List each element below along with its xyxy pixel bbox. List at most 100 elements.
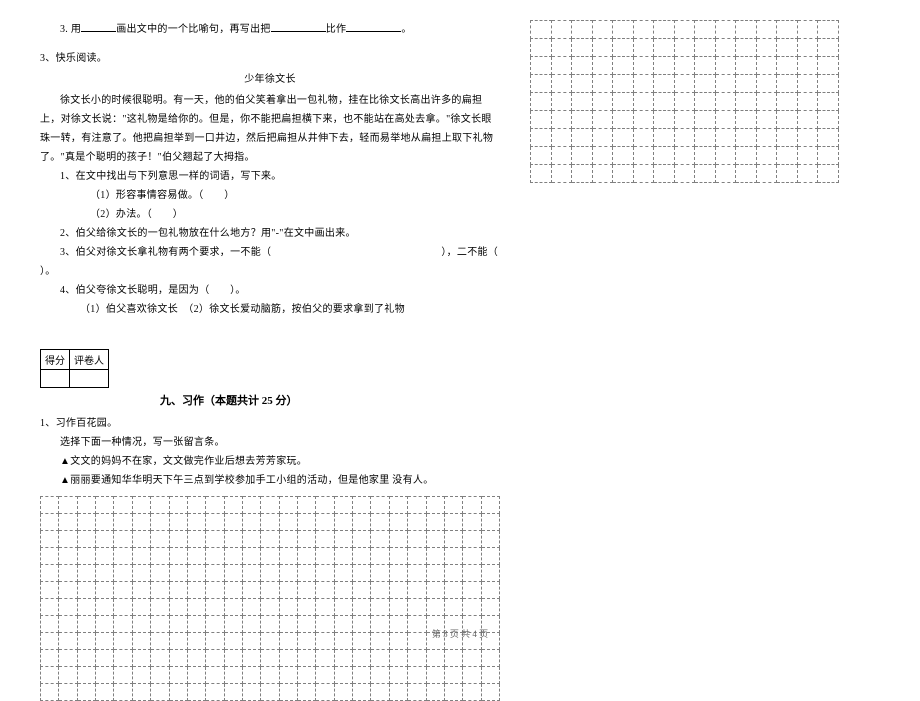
grid-cell [151,514,169,531]
grid-cell [797,111,818,129]
grid-cell [114,650,132,667]
grid-cell [169,565,187,582]
grid-cell [426,599,444,616]
grid-cell [408,531,426,548]
grid-cell [695,129,716,147]
grid-cell [206,565,224,582]
grid-cell [96,548,114,565]
grid-cell [715,147,736,165]
grid-cell [674,39,695,57]
grid-cell [371,650,389,667]
grid-cell [633,39,654,57]
grid-cell [592,39,613,57]
grid-cell [633,93,654,111]
grid-cell [261,548,279,565]
grid-cell [408,565,426,582]
grid-cell [169,650,187,667]
grid-cell [206,514,224,531]
grid-cell [96,565,114,582]
grid-cell [408,684,426,701]
grid-cell [674,57,695,75]
grid-cell [371,667,389,684]
comp-l1: 1、习作百花园。 [40,414,500,433]
grid-cell [169,497,187,514]
grid-cell [224,599,242,616]
grid-cell [756,165,777,183]
grid-cell [114,582,132,599]
grid-cell [77,514,95,531]
grid-cell [224,667,242,684]
story-s3c: ）。 [40,262,500,281]
grid-cell [187,565,205,582]
grid-cell [242,599,260,616]
grid-cell [77,582,95,599]
grid-cell [463,565,481,582]
grid-cell [695,147,716,165]
grid-cell [298,497,316,514]
grid-cell [242,497,260,514]
grid-cell [756,93,777,111]
grid-cell [797,57,818,75]
grid-cell [674,93,695,111]
grid-cell [132,582,150,599]
grid-cell [242,531,260,548]
grid-cell [818,165,839,183]
q3-sub3-mid1: 画出文中的一个比喻句，再写出把 [116,24,271,35]
grid-cell [389,565,407,582]
grid-cell [59,599,77,616]
grid-cell [77,684,95,701]
score-label-1: 得分 [41,350,70,370]
grid-cell [389,548,407,565]
grid-cell [756,21,777,39]
story-s1-2: （2）办法。（ ） [40,205,500,224]
grid-cell [572,75,593,93]
grid-cell [132,514,150,531]
grid-cell [298,548,316,565]
grid-cell [408,582,426,599]
grid-cell [206,497,224,514]
grid-cell [531,39,552,57]
grid-cell [242,667,260,684]
grid-cell [261,599,279,616]
grid-cell [426,582,444,599]
story-s3b: ），二不能（ [441,247,498,258]
right-column [530,20,840,701]
grid-cell [654,165,675,183]
grid-cell [531,75,552,93]
grid-cell [41,548,59,565]
grid-cell [444,548,462,565]
grid-cell [777,165,798,183]
grid-cell [654,129,675,147]
grid-cell [298,599,316,616]
grid-cell [151,684,169,701]
grid-cell [96,667,114,684]
writing-grid-right [530,20,840,183]
grid-cell [96,514,114,531]
grid-cell [224,514,242,531]
grid-cell [797,129,818,147]
grid-cell [756,39,777,57]
grid-cell [592,75,613,93]
grid-cell [114,548,132,565]
grid-cell [481,599,499,616]
grid-cell [654,39,675,57]
grid-cell [797,21,818,39]
grid-cell [736,165,757,183]
q3-sub3-end: 。 [401,24,411,35]
grid-cell [426,497,444,514]
grid-cell [353,565,371,582]
grid-cell [298,684,316,701]
grid-cell [613,21,634,39]
grid-cell [654,111,675,129]
grid-cell [187,599,205,616]
grid-cell [389,582,407,599]
grid-cell [242,684,260,701]
grid-cell [777,111,798,129]
grid-cell [818,111,839,129]
grid-cell [334,667,352,684]
grid-cell [279,514,297,531]
grid-cell [77,667,95,684]
grid-cell [261,497,279,514]
grid-cell [41,684,59,701]
grid-cell [481,684,499,701]
